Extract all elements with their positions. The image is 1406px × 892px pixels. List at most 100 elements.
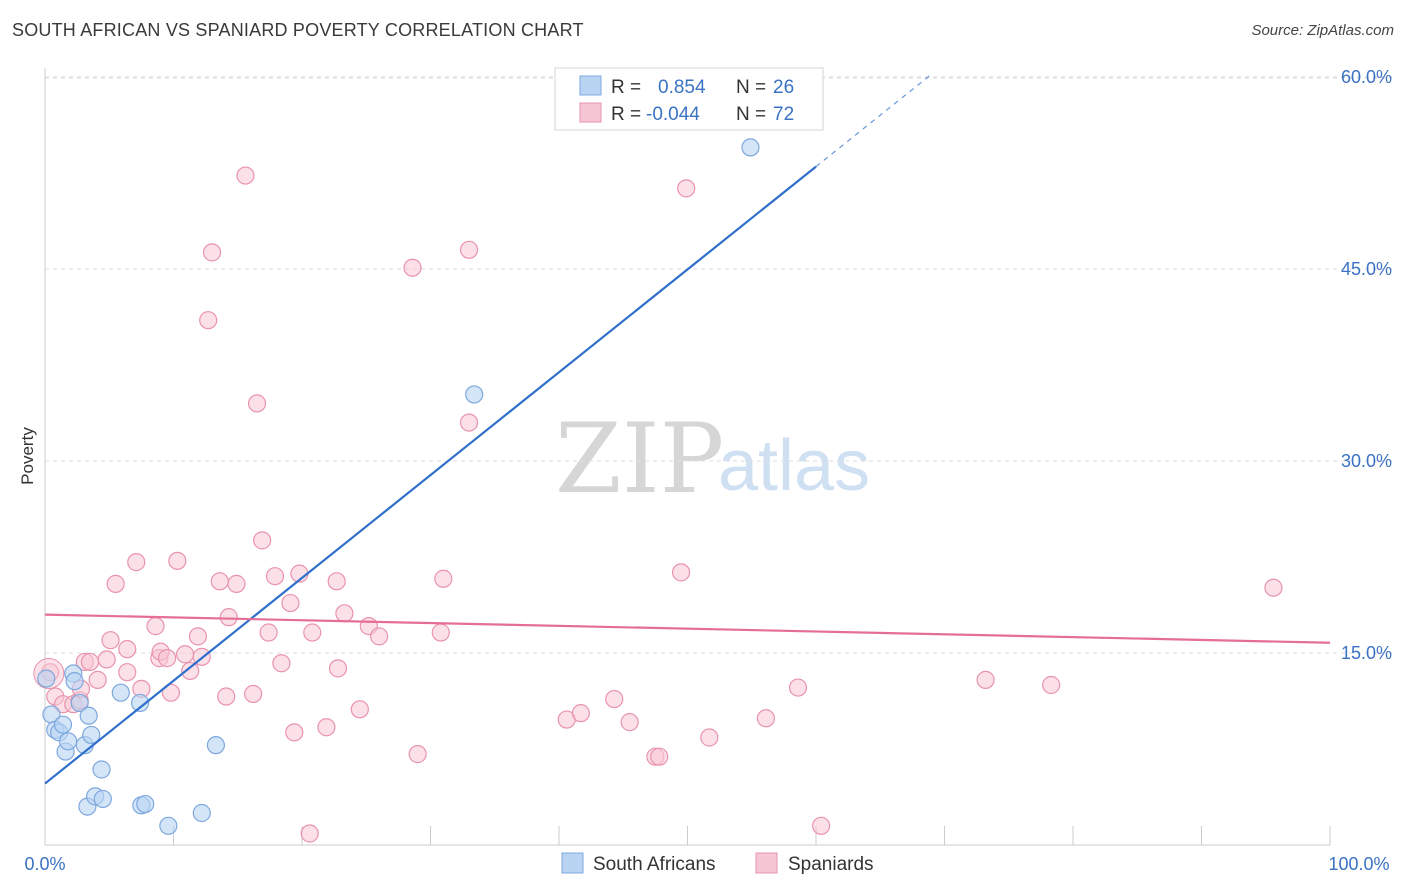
gridlines (45, 76, 1392, 654)
stats-r-label-2: R = (611, 104, 641, 125)
spaniards-point (756, 709, 775, 728)
spaniards-point (175, 645, 195, 664)
spaniards-point (370, 627, 389, 646)
spaniards-point (434, 569, 453, 588)
south-africans-trend-extension (815, 73, 933, 168)
spaniards-point (281, 593, 300, 613)
spaniards-point (219, 608, 238, 627)
spaniards-point (700, 728, 719, 747)
legend-swatch-south-africans (561, 852, 584, 874)
spaniards-point (217, 687, 236, 706)
legend-label-spaniards: Spaniards (788, 854, 874, 875)
stats-n-value-2: 72 (773, 104, 794, 125)
chart-title: SOUTH AFRICAN VS SPANIARD POVERTY CORREL… (12, 20, 584, 40)
spaniards-point (788, 678, 808, 697)
spaniards-point (335, 604, 354, 623)
legend: South Africans Spaniards (561, 852, 874, 875)
spaniards-point (188, 627, 208, 646)
spaniards-point (431, 623, 450, 642)
south-africans-points (37, 138, 760, 835)
spaniards-point (101, 631, 120, 650)
south-africans-point (70, 693, 89, 713)
spaniards-point (265, 567, 285, 586)
south-africans-point (37, 669, 56, 688)
south-africans-point (65, 672, 84, 691)
south-africans-trend-line (44, 165, 817, 785)
spaniards-point (106, 574, 125, 593)
spaniards-point (157, 649, 177, 668)
south-africans-point (159, 816, 178, 835)
stats-r-value-2: -0.044 (646, 104, 700, 125)
legend-swatch-spaniards (755, 852, 778, 874)
south-africans-point (82, 725, 101, 745)
spaniards-point (1264, 578, 1283, 597)
spaniards-point (202, 243, 222, 262)
stats-n-value-1: 26 (773, 77, 794, 98)
stats-swatch-blue (579, 75, 602, 96)
south-africans-point (59, 732, 78, 751)
y-tick-label: 45.0% (1341, 259, 1392, 279)
watermark-zip: ZIP (555, 403, 724, 515)
south-africans-point (136, 794, 155, 814)
spaniards-point (247, 394, 267, 413)
y-tick-label: 60.0% (1341, 67, 1392, 87)
spaniards-point (459, 240, 479, 259)
spaniards-point (328, 659, 348, 678)
stats-r-value-1: 0.854 (658, 77, 706, 98)
south-africans-point (206, 736, 226, 755)
south-africans-point (130, 693, 150, 713)
south-africans-point (111, 683, 130, 702)
spaniards-point (677, 179, 696, 198)
stats-box: R = 0.854 N = 26 R = -0.044 N = 72 (554, 67, 824, 131)
spaniards-point (259, 623, 278, 642)
stats-n-label-2: N = (736, 104, 766, 125)
spaniards-point (1042, 675, 1061, 695)
south-africans-point (79, 706, 98, 725)
south-africans-point (465, 385, 484, 404)
spaniards-point (253, 531, 272, 550)
spaniards-point (88, 670, 107, 689)
watermark-atlas: atlas (718, 426, 870, 506)
spaniards-point (244, 684, 263, 704)
spaniards-point (350, 700, 369, 719)
spaniards-point (181, 661, 200, 681)
spaniards-point (620, 713, 639, 732)
spaniards-point (300, 824, 319, 843)
spaniards-point (146, 617, 165, 636)
spaniards-point (285, 723, 304, 742)
south-africans-point (741, 138, 760, 157)
source-credit: Source: ZipAtlas.com (1251, 22, 1394, 39)
y-tick-label: 15.0% (1341, 643, 1392, 663)
south-africans-point (93, 789, 112, 809)
spaniards-point (303, 623, 322, 642)
stats-r-label-1: R = (611, 77, 641, 98)
x-tick-label-min: 0.0% (24, 854, 65, 874)
spaniards-point (118, 640, 137, 659)
spaniards-point (168, 551, 187, 570)
spaniards-point (97, 650, 116, 669)
y-tick-labels: 15.0% 30.0% 45.0% 60.0% (1341, 67, 1392, 663)
spaniards-point (408, 745, 427, 764)
spaniards-point (812, 816, 831, 835)
south-africans-point (53, 715, 73, 734)
trend-lines (44, 73, 1331, 785)
spaniards-trend-line (44, 613, 1331, 644)
stats-n-label-1: N = (736, 77, 766, 98)
x-tick-label-max: 100.0% (1328, 854, 1389, 874)
spaniards-point (459, 413, 479, 432)
legend-label-south-africans: South Africans (593, 854, 716, 875)
y-axis-label: Poverty (18, 427, 37, 485)
spaniards-point (976, 670, 995, 689)
south-africans-point (192, 803, 211, 823)
spaniards-point (80, 652, 100, 672)
spaniards-point (118, 663, 137, 682)
spaniards-point (127, 553, 146, 572)
spaniards-point (227, 574, 246, 593)
spaniards-point (317, 718, 336, 737)
spaniards-point (199, 311, 218, 330)
spaniards-point (327, 572, 346, 591)
spaniards-point (571, 704, 590, 723)
south-africans-point (92, 760, 111, 779)
spaniards-point (210, 572, 229, 591)
